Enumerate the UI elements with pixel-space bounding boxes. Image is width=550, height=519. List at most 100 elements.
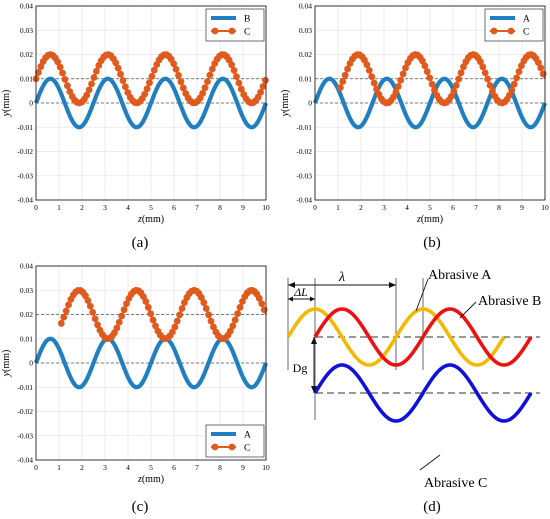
series-point-C [486,81,494,89]
series-point-C [84,297,92,304]
series-point-C [228,61,236,69]
series-point-C [172,65,180,73]
series-point-C [258,300,266,308]
y-tick-label: 0.03 [299,26,312,35]
series-point-C [255,294,263,302]
x-tick-label: 1 [336,203,340,212]
series-point-C [57,320,65,327]
panel-d: λ ΔL Dg Abrasive A Abrasive B Abrasive C [286,268,541,491]
series-point-C [394,83,402,90]
series-point-C [119,77,127,84]
plot-frame [35,265,267,461]
y-axis-label-unit: (mm) [1,350,12,372]
y-tick-label: -0.03 [17,171,33,180]
x-tick-label: 7 [195,203,199,212]
series-point-C [339,78,347,85]
legend-label-B: B [244,15,250,25]
y-tick-label: -0.01 [17,123,33,132]
x-tick-label: 2 [80,463,84,472]
series-point-C [60,313,68,321]
series-point-C [233,73,240,81]
panel-a: 0 1 2 3 4 5 6 7 8 9 10 -0.04 -0.03 -0.02 -0.01 0 0.01 0.0… [1,2,270,226]
legend-marker-C [228,27,236,35]
x-tick-label: 5 [149,463,153,472]
x-axis-label: z(mm) [416,214,443,225]
legend-label-A: A [523,15,530,25]
y-axis-label: y(mm) [1,350,12,378]
y-axis-label-var: y [280,111,291,117]
x-tick-label: 5 [428,203,432,212]
panel-b: 0 1 2 3 4 5 6 7 8 9 10 -0.04 -0.03 -0.02 -0.01 0 0.01 0.0… [280,2,549,226]
y-tick-label: 0 [29,359,33,368]
series-point-C [365,66,373,74]
y-axis-label-unit: (mm) [280,90,291,112]
series-point-C [450,87,458,95]
series-point-C [113,324,121,332]
series-point-C [114,64,122,72]
x-tick-label: 9 [241,463,245,472]
series-point-C [88,80,95,88]
y-tick-label: 0.02 [20,310,33,319]
x-axis-label-var: z [137,474,142,485]
x-tick-label: 1 [57,463,61,472]
x-tick-label: 2 [80,203,84,212]
series-point-C [120,306,128,314]
x-axis-label-unit: (mm) [421,214,443,225]
x-tick-label: 0 [313,203,317,212]
y-tick-label: -0.01 [296,123,312,132]
legend-marker-C [211,443,219,451]
series-point-C [399,70,407,78]
series-point-C [479,63,487,71]
series-point-C [363,61,371,69]
series-point-C [179,84,187,92]
series-point-C [65,301,72,309]
y-tick-label: -0.04 [296,196,312,205]
panel-label-c: (c) [132,499,149,515]
y-tick-label: -0.04 [17,196,33,205]
series-point-C [457,69,465,77]
series-point-C [392,88,400,96]
y-tick-label: -0.04 [17,456,33,465]
series-line-A [34,336,268,390]
x-tick-label: 3 [103,463,107,472]
series-point-C [83,91,91,99]
y-tick-label: 0 [308,99,312,108]
series-point-C [336,84,344,92]
series-point-C [510,80,518,88]
series-point-C [397,76,405,84]
wave-abrasive-b [313,307,533,367]
legend-marker-C [211,27,219,35]
delta-l-arrow-right [310,296,315,302]
series-point-C [143,85,151,93]
leader-abrasive-b [459,301,477,319]
legend-marker-C [490,27,498,35]
series-point-C [149,316,157,324]
series-point-C [204,78,211,85]
series-point-C [426,74,434,82]
series-point-C [237,85,245,93]
series-point-C [141,90,149,98]
series-point-C [515,68,523,75]
y-tick-label: -0.02 [296,147,312,156]
x-tick-label: 1 [57,203,61,212]
y-tick-label: 0.01 [20,334,33,343]
series-point-C [231,316,239,324]
series-point-C [85,86,93,94]
x-axis-label-unit: (mm) [142,474,164,485]
label-abrasive-c: Abrasive C [424,476,487,491]
series-line-A [313,76,547,130]
series-point-C [59,69,66,77]
y-tick-label: -0.03 [17,431,33,440]
label-abrasive-a: Abrasive A [428,268,492,283]
y-tick-label: 0.01 [20,74,33,83]
y-tick-label: 0.04 [299,2,312,11]
x-tick-label: 2 [359,203,363,212]
x-axis-label: z(mm) [137,214,164,225]
legend-box [484,8,544,42]
y-axis-label-unit: (mm) [1,90,12,112]
series-point-C [230,66,238,74]
series-point-C [91,315,99,323]
series-point-C [460,63,467,71]
series-point-C [54,58,62,66]
